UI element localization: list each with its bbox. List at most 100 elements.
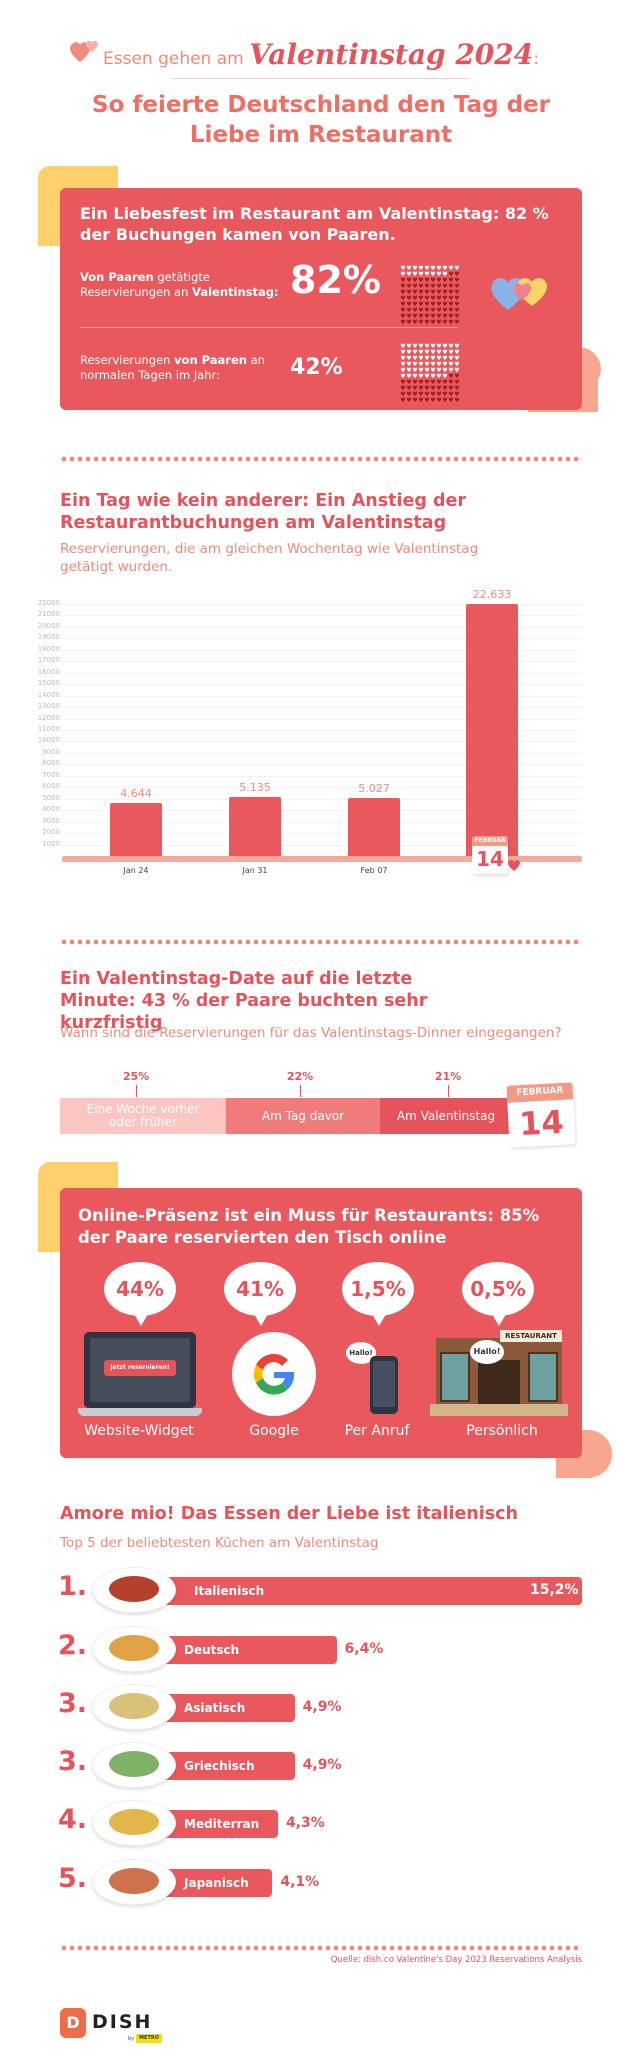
heart-dot-icon: ♥: [406, 349, 412, 356]
heart-dot-icon: ♥: [442, 319, 448, 326]
dish-food-icon: [109, 1576, 159, 1602]
heart-dot-icon: ♥: [406, 391, 412, 398]
grid-line: [62, 752, 582, 754]
heart-dot-icon: ♥: [448, 355, 454, 362]
y-tick-label: 3000: [42, 816, 60, 825]
segment-day-before: Am Tag davor: [226, 1098, 380, 1134]
header-suffix: :: [533, 49, 539, 69]
heart-dot-icon: ♥: [448, 265, 454, 272]
heart-dot-icon: ♥: [448, 373, 454, 380]
heart-dot-icon: ♥: [424, 373, 430, 380]
y-tick-label: 16000: [37, 667, 60, 676]
speech-bubble-in-person: Hallo!: [470, 1340, 504, 1364]
heart-dot-icon: ♥: [406, 355, 412, 362]
heart-dot-icon: ♥: [400, 349, 406, 356]
heart-dot-icon: ♥: [400, 379, 406, 386]
heart-dot-icon: ♥: [418, 367, 424, 374]
heart-dot-icon: ♥: [424, 361, 430, 368]
channel-label-google: Google: [249, 1423, 299, 1439]
heart-dot-icon: ♥: [454, 313, 460, 320]
heart-dot-icon: ♥: [400, 355, 406, 362]
grid-line: [62, 833, 582, 835]
heart-dot-icon: ♥: [442, 397, 448, 404]
heart-grid-42: ♥ ♥ ♥ ♥ ♥ ♥ ♥ ♥ ♥ ♥ ♥ ♥ ♥ ♥ ♥ ♥ ♥ ♥ ♥ ♥ ♥ ♥ ♥ ♥ ♥ ♥ ♥ ♥ ♥ ♥ ♥ ♥ ♥ ♥ ♥ ♥ ♥ ♥ ♥ ♥…: [400, 344, 460, 404]
channel-label-phone: Per Anruf: [344, 1423, 410, 1439]
heart-dot-icon: ♥: [400, 295, 406, 302]
heart-dot-icon: ♥: [436, 379, 442, 386]
heart-dot-icon: ♥: [424, 265, 430, 272]
couples-normal-value: 42%: [290, 355, 343, 380]
heart-dot-icon: ♥: [412, 343, 418, 350]
heart-dot-icon: ♥: [406, 361, 412, 368]
y-tick-label: 13000: [37, 702, 60, 711]
heart-dot-icon: ♥: [400, 319, 406, 326]
heart-dot-icon: ♥: [442, 277, 448, 284]
calendar-heart-icon: [506, 856, 522, 872]
heart-dot-icon: ♥: [442, 343, 448, 350]
heart-dot-icon: ♥: [448, 313, 454, 320]
heart-dot-icon: ♥: [412, 319, 418, 326]
grid-line: [62, 798, 582, 800]
heart-dot-icon: ♥: [424, 379, 430, 386]
cuisine-bar: Deutsch: [158, 1636, 337, 1664]
heart-dot-icon: ♥: [400, 289, 406, 296]
segment-label: Am Tag davor: [261, 1108, 345, 1123]
heart-dot-icon: ♥: [400, 307, 406, 314]
grid-line: [62, 810, 582, 812]
channel-label-in-person: Persönlich: [466, 1423, 538, 1439]
metro-badge: METRO: [136, 2034, 162, 2043]
heart-dot-icon: ♥: [400, 373, 406, 380]
couples-valentine-value: 82%: [290, 258, 381, 302]
heart-dot-icon: ♥: [442, 289, 448, 296]
y-tick-label: 4000: [42, 805, 60, 814]
dish-plate-icon: [92, 1859, 176, 1905]
dish-plate-icon: [92, 1567, 176, 1613]
heart-dot-icon: ♥: [424, 313, 430, 320]
heart-dot-icon: ♥: [424, 289, 430, 296]
segment-valentine: Am Valentinstag: [380, 1098, 512, 1134]
heart-dot-icon: ♥: [454, 397, 460, 404]
pct-valentine: 21%: [434, 1070, 462, 1083]
heart-dot-icon: ♥: [418, 385, 424, 392]
heart-dot-icon: ♥: [442, 385, 448, 392]
heart-dot-icon: ♥: [442, 265, 448, 272]
online-panel-title: Online-Präsenz ist ein Muss für Restaura…: [78, 1206, 540, 1247]
heart-dot-icon: ♥: [406, 289, 412, 296]
grid-line: [62, 684, 582, 686]
heart-dot-icon: ♥: [448, 361, 454, 368]
heart-dot-icon: ♥: [412, 397, 418, 404]
y-tick-label: 17000: [37, 656, 60, 665]
heart-dot-icon: ♥: [448, 307, 454, 314]
heart-dot-icon: ♥: [412, 271, 418, 278]
heart-dot-icon: ♥: [454, 307, 460, 314]
heart-dot-icon: ♥: [442, 379, 448, 386]
heart-dot-icon: ♥: [424, 271, 430, 278]
heart-dot-icon: ♥: [454, 361, 460, 368]
heart-dot-icon: ♥: [436, 265, 442, 272]
grid-line: [62, 730, 582, 731]
heart-dot-icon: ♥: [436, 385, 442, 392]
heart-dot-icon: ♥: [448, 343, 454, 350]
heart-dot-icon: ♥: [448, 301, 454, 308]
dish-plate-icon: [92, 1684, 176, 1730]
heart-dot-icon: ♥: [400, 313, 406, 320]
bar-feb-07: [348, 798, 400, 856]
heart-dot-icon: ♥: [454, 355, 460, 362]
couples-separator: [80, 327, 458, 328]
heart-dot-icon: ♥: [436, 319, 442, 326]
y-tick-label: 11000: [37, 725, 60, 733]
heart-dot-icon: ♥: [418, 319, 424, 326]
heart-dot-icon: ♥: [418, 301, 424, 308]
grid-line: [62, 695, 582, 697]
heart-dot-icon: ♥: [400, 391, 406, 398]
heart-dot-icon: ♥: [436, 295, 442, 302]
heart-dot-icon: ♥: [400, 301, 406, 308]
y-tick-label: 19000: [37, 633, 60, 642]
heart-dot-icon: ♥: [454, 295, 460, 302]
y-tick-label: 12000: [37, 713, 60, 722]
dotted-divider: [60, 1944, 582, 1952]
heart-dot-icon: ♥: [406, 307, 412, 314]
heart-dot-icon: ♥: [418, 289, 424, 296]
heart-dot-icon: ♥: [436, 397, 442, 404]
couples-normal-label: Reservierungen von Paaren an normalen Ta…: [80, 353, 290, 383]
